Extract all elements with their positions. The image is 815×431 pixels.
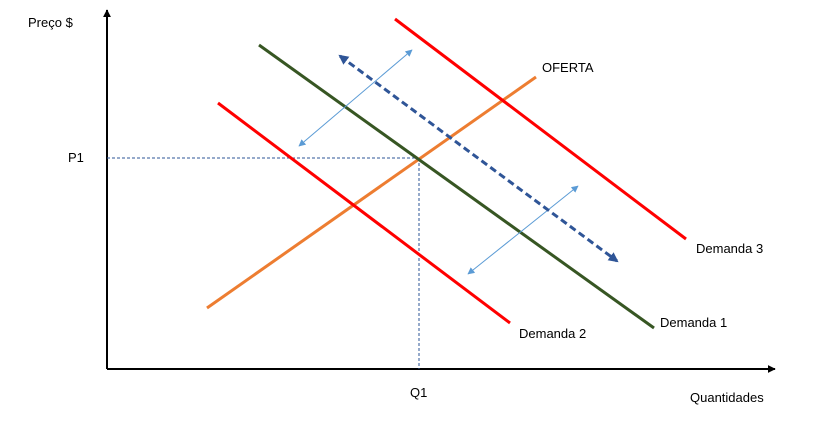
- movement-along-demand-arrow: [338, 54, 619, 263]
- supply-curve: [206, 75, 537, 310]
- p1-tick-label: P1: [68, 150, 84, 165]
- demand-1-label: Demanda 1: [660, 315, 727, 330]
- demand-2-label: Demanda 2: [519, 326, 586, 341]
- demand-3-label: Demanda 3: [696, 241, 763, 256]
- x-axis-label: Quantidades: [690, 390, 764, 405]
- y-axis-label: Preço $: [28, 15, 74, 30]
- q1-tick-label: Q1: [410, 385, 427, 400]
- demand-2-curve: [217, 101, 511, 325]
- demand-1-curve: [258, 43, 655, 330]
- supply-label: OFERTA: [542, 60, 594, 75]
